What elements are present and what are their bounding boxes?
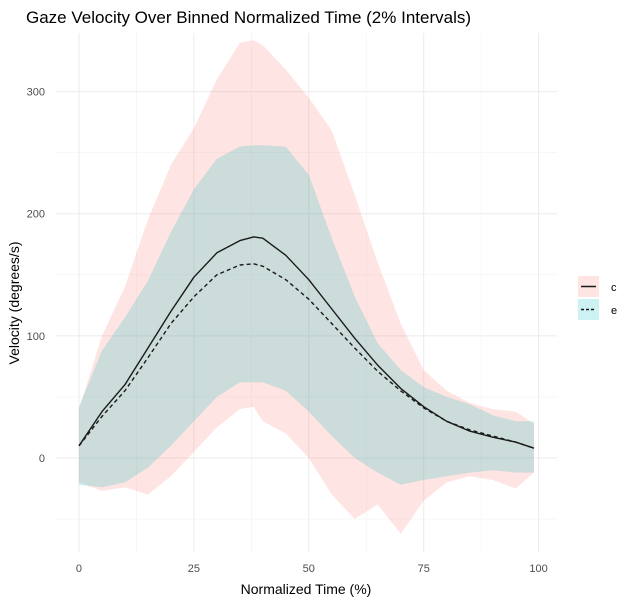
line-e <box>78 263 535 449</box>
x-tick-label: 100 <box>529 563 547 575</box>
x-tick-label: 50 <box>303 563 315 575</box>
chart-title: Gaze Velocity Over Binned Normalized Tim… <box>26 8 471 27</box>
y-tick-label: 300 <box>27 87 45 99</box>
band-c <box>79 40 534 534</box>
x-tick-label: 0 <box>76 563 82 575</box>
series-lines <box>78 236 535 449</box>
band-e <box>79 145 534 488</box>
gridlines <box>56 33 557 552</box>
legend-label-e: e <box>611 305 617 317</box>
line-c <box>78 236 535 449</box>
y-axis-title: Velocity (degrees/s) <box>6 242 22 365</box>
legend: ce <box>578 276 617 320</box>
y-tick-label: 100 <box>27 331 45 343</box>
y-tick-label: 200 <box>27 209 45 221</box>
x-axis-title: Normalized Time (%) <box>241 581 372 597</box>
y-tick-label: 0 <box>39 453 45 465</box>
x-axis-ticks: 0 25 50 75 100 <box>76 563 548 575</box>
y-axis-ticks: 0 100 200 300 <box>27 87 45 465</box>
legend-label-c: c <box>611 282 617 294</box>
x-tick-label: 75 <box>418 563 430 575</box>
x-tick-label: 25 <box>188 563 200 575</box>
confidence-bands <box>79 40 534 534</box>
